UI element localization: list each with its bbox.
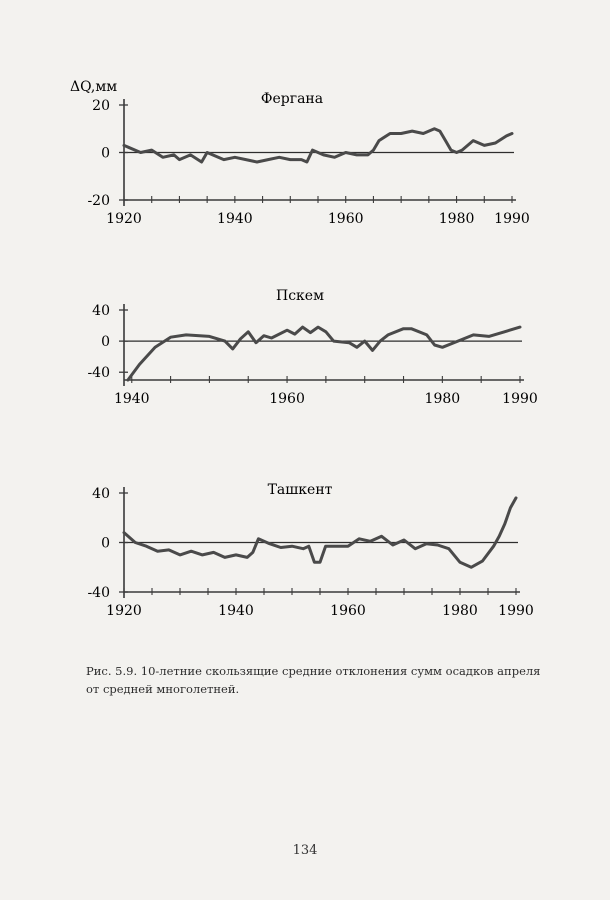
fergana-y-tick-label: 20 — [92, 98, 110, 114]
tashkent-chart-title: Ташкент — [268, 482, 333, 498]
pskem-x-tick-label: 1980 — [425, 391, 461, 407]
fergana-x-tick-label: 1980 — [439, 211, 475, 227]
pskem-y-tick-label: 40 — [92, 303, 110, 319]
fergana-chart-title: Фергана — [261, 91, 323, 107]
tashkent-x-tick-label: 1960 — [330, 603, 366, 619]
fergana-y-tick-label: 0 — [101, 146, 110, 162]
tashkent-x-tick-label: 1920 — [106, 603, 142, 619]
tashkent-y-tick-label: 40 — [92, 486, 110, 502]
fergana-x-tick-label: 1940 — [217, 211, 253, 227]
pskem-chart-title: Пскем — [276, 288, 324, 304]
tashkent-series-line — [122, 496, 518, 569]
tashkent-x-tick-label: 1940 — [218, 603, 254, 619]
fergana-series-line — [122, 127, 514, 164]
fergana-y-tick-label: -20 — [87, 193, 110, 209]
figure-caption: Рис. 5.9. 10-летние скользящие средние о… — [86, 664, 541, 696]
tashkent-x-tick-label: 1980 — [442, 603, 478, 619]
tashkent-y-tick-label: 0 — [101, 536, 110, 552]
fergana-x-tick-label: 1990 — [494, 211, 530, 227]
pskem-x-tick-label: 1940 — [114, 391, 150, 407]
fergana-x-tick-label: 1920 — [106, 211, 142, 227]
fergana-x-tick-label: 1960 — [328, 211, 364, 227]
pskem-x-tick-label: 1960 — [269, 391, 305, 407]
pskem-series-line — [126, 325, 522, 382]
tashkent-x-tick-label: 1990 — [498, 603, 534, 619]
page-number: 134 — [292, 843, 318, 858]
pskem-x-tick-label: 1990 — [502, 391, 538, 407]
fergana-y-axis-label: ΔQ,мм — [70, 79, 117, 95]
tashkent-y-tick-label: -40 — [87, 585, 110, 601]
pskem-y-tick-label: 0 — [101, 334, 110, 350]
pskem-y-tick-label: -40 — [87, 365, 110, 381]
